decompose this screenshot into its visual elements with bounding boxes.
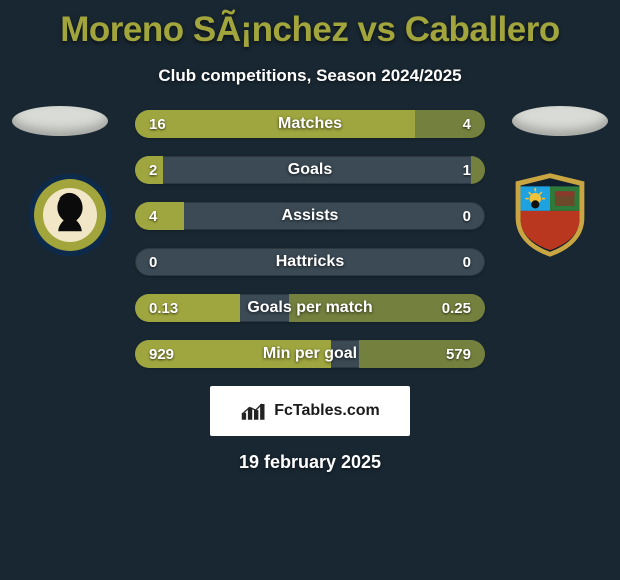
stat-bar: 00Hattricks [135,248,485,276]
bars-logo-icon [240,400,268,422]
page-subtitle: Club competitions, Season 2024/2025 [0,66,620,86]
stat-label: Goals [135,156,485,184]
hercules-crest-icon [20,170,120,260]
watermark: FcTables.com [210,386,410,436]
stat-bar: 21Goals [135,156,485,184]
stat-bars: 164Matches 21Goals 40Assists 00Hattricks 0.1… [135,110,485,368]
stat-bar: 40Assists [135,202,485,230]
stat-label: Matches [135,110,485,138]
watermark-text: FcTables.com [274,402,380,420]
club-badge-right [500,170,600,260]
page-title: Moreno SÃ¡nchez vs Caballero [0,10,620,50]
fuenlabrada-crest-icon [500,170,600,260]
disc-left [12,106,108,136]
date-text: 19 february 2025 [0,452,620,473]
disc-right [512,106,608,136]
stat-label: Hattricks [135,248,485,276]
stat-bar: 0.130.25Goals per match [135,294,485,322]
stat-label: Goals per match [135,294,485,322]
arena: 164Matches 21Goals 40Assists 00Hattricks 0.1… [0,110,620,368]
club-badge-left [20,170,120,260]
stat-label: Assists [135,202,485,230]
stat-bar: 164Matches [135,110,485,138]
stat-label: Min per goal [135,340,485,368]
comparison-card: Moreno SÃ¡nchez vs Caballero Club compet… [0,0,620,580]
stat-bar: 929579Min per goal [135,340,485,368]
